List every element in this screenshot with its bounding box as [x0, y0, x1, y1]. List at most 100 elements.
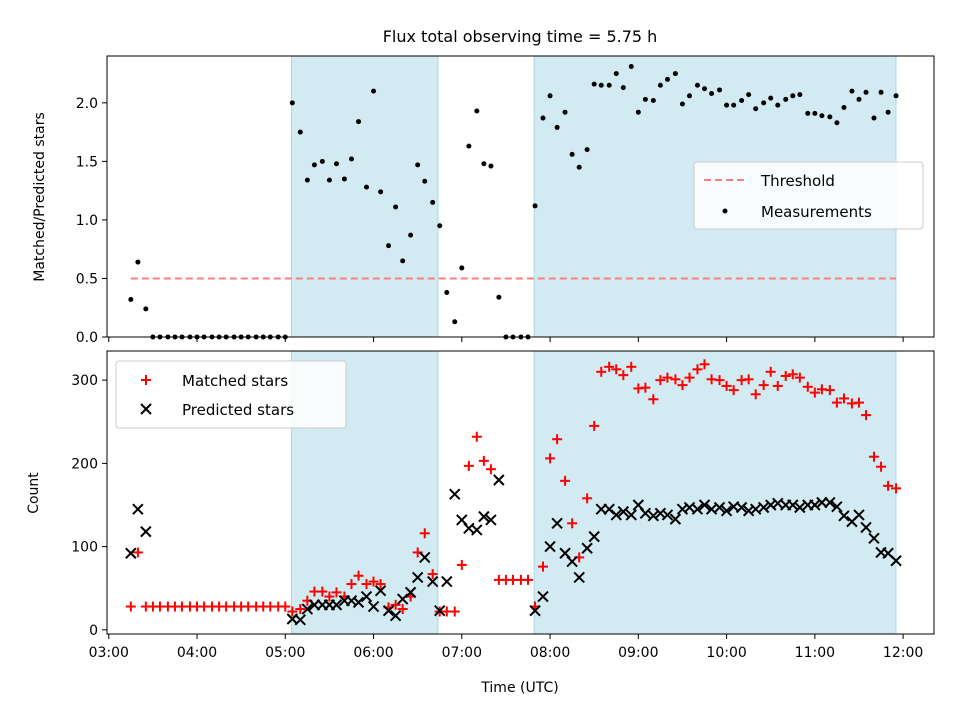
matched-star-point: [552, 434, 563, 445]
legend-predicted-marker-b: [140, 403, 152, 415]
matched-star-point: [626, 361, 637, 372]
predicted-star-point: [360, 590, 373, 603]
predicted-star-point: [661, 509, 674, 521]
matched-star-point: [295, 604, 306, 615]
matched-star-point: [596, 366, 607, 377]
matched-star-point: [809, 387, 820, 398]
matched-star-point: [750, 389, 761, 400]
measurement-point: [386, 243, 392, 249]
predicted-star-point: [294, 614, 306, 626]
measurement-point: [584, 147, 590, 153]
predicted-star-point-b: [860, 521, 872, 534]
x-tick-label: 05:00: [265, 645, 305, 661]
predicted-star-point-b: [838, 510, 850, 522]
measurement-point: [717, 87, 723, 93]
matched-star-point: [891, 483, 902, 494]
x-tick-label: 03:00: [89, 645, 129, 661]
predicted-star-point-b: [352, 596, 365, 609]
legend-predicted-label: Predicted stars: [182, 401, 294, 419]
predicted-star-point-b: [493, 474, 505, 486]
x-tick-label: 04:00: [177, 645, 217, 661]
measurement-point: [297, 129, 303, 135]
measurement-point: [341, 176, 347, 182]
predicted-star-point: [449, 488, 461, 500]
predicted-star-point: [352, 596, 365, 609]
predicted-star-point-b: [581, 542, 593, 554]
predicted-star-point-b: [691, 503, 704, 515]
matched-star-point: [397, 604, 408, 615]
x-tick-label: 10:00: [706, 645, 746, 661]
measurement-point: [393, 204, 399, 210]
measurement-point: [311, 162, 317, 168]
measurement-point: [378, 189, 384, 195]
predicted-star-point: [566, 555, 578, 568]
predicted-star-point-b: [367, 600, 380, 613]
measurement-point: [724, 102, 730, 108]
predicted-star-point-b: [294, 614, 306, 626]
measurement-point: [827, 114, 833, 120]
measurement-point: [650, 97, 656, 103]
predicted-star-point: [330, 599, 343, 611]
legend-measurements-label: Measurements: [761, 203, 872, 221]
matched-star-point: [714, 375, 725, 386]
count-panel: 0 100 200 300 03:00 04:00 05:00 06:00 07:00 08:0…: [26, 350, 935, 696]
measurement-point: [356, 119, 362, 125]
predicted-star-point-b: [735, 501, 748, 514]
predicted-star-point-b: [360, 590, 373, 603]
predicted-star-point: [471, 524, 483, 536]
matched-star-point: [670, 374, 681, 385]
matched-star-point: [611, 364, 622, 375]
predicted-star-point-b: [720, 505, 733, 517]
predicted-star-point-b: [478, 510, 490, 523]
measurement-point: [562, 109, 568, 115]
matched-star-point: [604, 361, 615, 372]
measurement-point: [731, 102, 737, 108]
x-tick-label: 07:00: [442, 645, 482, 661]
predicted-star-point-b: [411, 571, 424, 584]
predicted-star-point: [367, 600, 380, 613]
predicted-star-point: [434, 604, 446, 617]
matched-star-point: [640, 382, 651, 393]
predicted-star-point: [860, 521, 872, 534]
matched-star-point: [677, 380, 688, 391]
predicted-star-point: [544, 540, 556, 553]
predicted-star-point-b: [824, 496, 836, 509]
y-tick-label: 1.0: [76, 213, 98, 229]
y-tick-label: 1.5: [76, 154, 98, 170]
measurement-point: [326, 177, 332, 183]
measurement-points: [128, 64, 899, 340]
measurement-point: [452, 319, 458, 325]
predicted-star-point: [389, 609, 402, 622]
matched-star-point: [523, 574, 534, 585]
predicted-star-point-b: [566, 555, 578, 568]
predicted-star-point: [890, 555, 902, 567]
matched-star-point: [375, 579, 386, 590]
measurement-point: [635, 109, 641, 115]
measurement-point: [657, 82, 663, 88]
matched-star-point: [721, 380, 732, 391]
matched-star-point: [560, 475, 571, 486]
matched-star-point: [317, 586, 328, 597]
predicted-star-point: [625, 509, 637, 521]
legend-threshold-label: Threshold: [760, 172, 835, 190]
matched-star-point: [868, 451, 879, 462]
predicted-star-point-b: [389, 609, 402, 622]
matched-star-point: [655, 375, 666, 386]
measurement-point: [849, 88, 855, 94]
y-tick-label: 300: [71, 373, 98, 389]
measurement-point: [304, 177, 310, 183]
measurement-point: [547, 93, 553, 99]
measurement-point: [768, 95, 774, 101]
predicted-star-point-b: [787, 499, 799, 511]
measurement-point: [672, 71, 678, 77]
matched-star-point: [390, 599, 401, 610]
predicted-star-point: [493, 474, 505, 486]
bottom-legend: Matched stars Predicted stars: [115, 360, 347, 429]
matched-star-point: [824, 385, 835, 396]
measurement-point: [790, 93, 796, 99]
matched-star-point: [831, 397, 842, 408]
measurement-point: [363, 184, 369, 190]
measurement-point: [371, 88, 377, 94]
top-x-ticks: [108, 337, 904, 342]
predicted-star-point-b: [140, 525, 152, 538]
